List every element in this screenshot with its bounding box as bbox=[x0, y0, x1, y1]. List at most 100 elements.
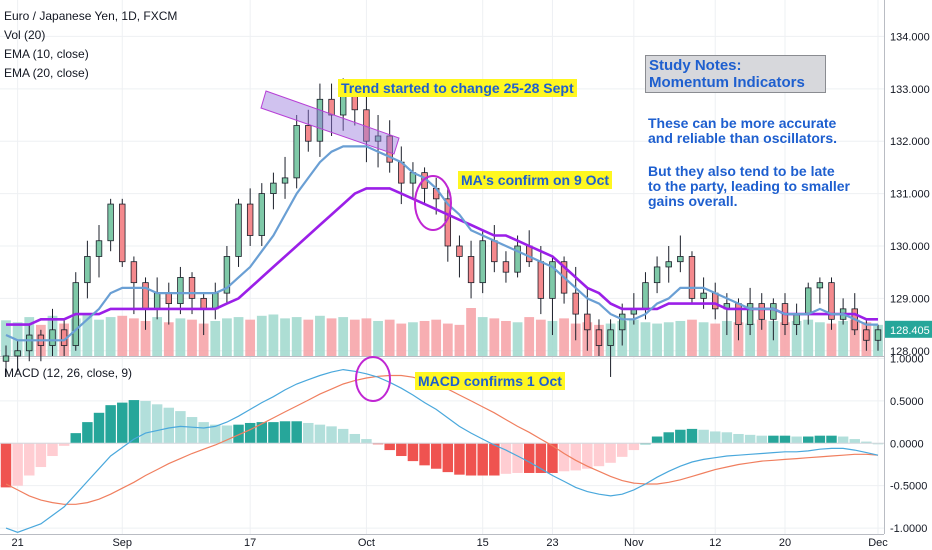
volume-bar bbox=[408, 322, 418, 356]
time-tick-label: Oct bbox=[358, 537, 375, 549]
histogram-bar bbox=[675, 429, 686, 444]
candle-body bbox=[700, 292, 707, 299]
volume-bar bbox=[698, 322, 709, 356]
histogram-bar bbox=[733, 433, 744, 444]
price-tick-label: 132.000 bbox=[890, 136, 930, 148]
volume-bar bbox=[349, 319, 360, 356]
candle-body bbox=[212, 292, 219, 310]
histogram-bar bbox=[198, 422, 209, 444]
volume-bar bbox=[245, 319, 256, 356]
histogram-bar bbox=[756, 435, 767, 444]
histogram-bar bbox=[268, 422, 279, 444]
histogram-bar bbox=[570, 443, 581, 471]
candle-body bbox=[165, 292, 172, 305]
volume-bar bbox=[501, 320, 511, 356]
candle-body bbox=[200, 297, 207, 310]
volume-bar bbox=[535, 319, 546, 356]
volume-bar bbox=[477, 317, 488, 356]
candle-body bbox=[735, 303, 742, 325]
time-tick-label: 15 bbox=[477, 537, 489, 549]
ema10-line bbox=[5, 145, 878, 342]
volume-bar bbox=[187, 319, 197, 356]
volume-bar bbox=[431, 319, 442, 356]
histogram-bar bbox=[407, 443, 419, 462]
histogram-bar bbox=[105, 405, 116, 444]
candle-body bbox=[677, 256, 684, 263]
histogram-bar bbox=[256, 422, 268, 444]
volume-bar bbox=[222, 318, 232, 356]
time-tick-label: Dec bbox=[868, 537, 888, 549]
candle-body bbox=[793, 313, 800, 325]
histogram-bar bbox=[419, 443, 430, 466]
time-tick-label: 17 bbox=[244, 537, 256, 549]
histogram-bar bbox=[779, 435, 791, 444]
ema20-legend[interactable]: EMA (20, close) bbox=[4, 66, 89, 80]
histogram-bar bbox=[768, 435, 779, 444]
candle-body bbox=[584, 313, 591, 331]
candle-body bbox=[177, 277, 184, 305]
time-axis[interactable]: 21 Sep 17 Oct 15 23 Nov 12 20 Dec bbox=[12, 537, 889, 549]
volume-legend[interactable]: Vol (20) bbox=[4, 28, 46, 42]
candle-body bbox=[119, 203, 126, 263]
candle-body bbox=[14, 350, 21, 357]
candle-body bbox=[805, 287, 812, 315]
histogram-bar bbox=[477, 443, 488, 476]
volume-bar bbox=[303, 319, 314, 356]
study-notes-title: Study Notes: Momentum Indicators bbox=[645, 55, 826, 93]
histogram-bar bbox=[117, 402, 128, 444]
candle-body bbox=[235, 203, 242, 257]
volume-bar bbox=[826, 323, 837, 356]
histogram-bar bbox=[291, 421, 302, 444]
histogram-bar bbox=[140, 400, 151, 444]
volume-bar bbox=[1, 320, 11, 356]
histogram-bar bbox=[744, 434, 756, 444]
price-axis[interactable]: 128.000 129.000 130.000 131.000 132.000 133.0… bbox=[885, 31, 932, 535]
macd-histogram bbox=[0, 400, 884, 488]
candle-body bbox=[246, 203, 254, 236]
histogram-bar bbox=[803, 436, 814, 444]
volume-bar bbox=[640, 322, 651, 356]
candle-body bbox=[49, 329, 56, 346]
histogram-bar bbox=[861, 441, 872, 444]
time-tick-label: Sep bbox=[112, 537, 132, 549]
volume-bar bbox=[419, 320, 430, 356]
histogram-bar bbox=[128, 400, 140, 444]
ema10-legend[interactable]: EMA (10, close) bbox=[4, 47, 89, 61]
candle-body bbox=[258, 193, 265, 236]
time-tick-label: 12 bbox=[709, 537, 721, 549]
candle-body bbox=[863, 329, 870, 341]
candle-body bbox=[607, 329, 614, 346]
candle-body bbox=[153, 292, 161, 310]
volume-bar bbox=[745, 323, 755, 356]
histogram-bar bbox=[70, 433, 81, 444]
study-note-2-line2: to the party, leading to smaller bbox=[648, 178, 851, 194]
candle-body bbox=[746, 303, 754, 325]
symbol-legend[interactable]: Euro / Japanese Yen, 1D, FXCM bbox=[4, 9, 178, 23]
volume-bar bbox=[791, 320, 802, 356]
candle-body bbox=[2, 355, 10, 362]
trend-change-label: Trend started to change 25-28 Sept bbox=[338, 79, 577, 97]
histogram-bar bbox=[500, 443, 512, 474]
volume-bar bbox=[489, 318, 500, 356]
candle-body bbox=[316, 98, 324, 142]
macd-legend[interactable]: MACD (12, 26, close, 9) bbox=[4, 366, 133, 380]
study-note-1: These can be more accurate and reliable … bbox=[648, 116, 878, 146]
candle-body bbox=[537, 261, 545, 299]
volume-bar bbox=[361, 318, 372, 356]
candle-body bbox=[142, 282, 149, 310]
time-tick-label: Nov bbox=[624, 537, 644, 549]
candle-body bbox=[223, 256, 231, 294]
candle-body bbox=[293, 125, 300, 179]
volume-bar bbox=[94, 319, 104, 356]
histogram-bar bbox=[547, 443, 558, 473]
candle-body bbox=[374, 135, 382, 142]
histogram-bar bbox=[558, 443, 570, 472]
volume-bar bbox=[315, 315, 325, 356]
histogram-bar bbox=[35, 443, 47, 468]
macd-tick-label: 0.0000 bbox=[890, 438, 924, 450]
price-tick-label: 134.000 bbox=[890, 31, 930, 43]
candle-body bbox=[270, 182, 277, 194]
histogram-bar bbox=[721, 432, 733, 444]
candle-body bbox=[95, 240, 103, 257]
